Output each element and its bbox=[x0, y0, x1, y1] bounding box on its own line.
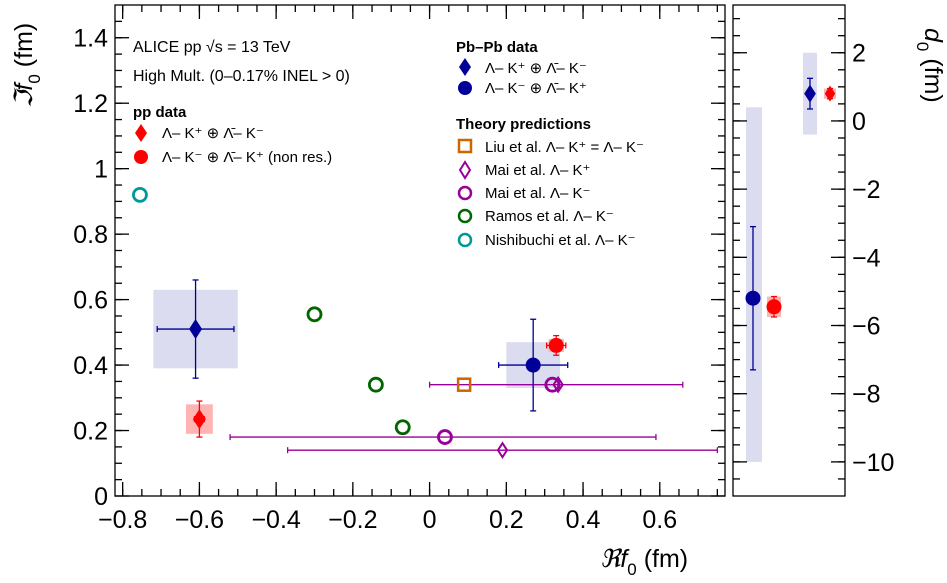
y-axis-title-sub: 0 bbox=[25, 74, 44, 83]
orange-square-icon bbox=[457, 138, 473, 154]
right-pp-kminus-marker bbox=[766, 299, 782, 315]
right-pbpb-kplus-marker bbox=[804, 84, 816, 103]
liu-point-marker bbox=[456, 377, 472, 392]
legend-pp-item-1-label: Λ– K⁺ ⊕ Λ̄– K⁻ bbox=[162, 125, 264, 142]
mai-kplus-point-marker bbox=[552, 375, 564, 394]
red-diamond-icon bbox=[135, 124, 147, 142]
right-pbpb-kminus-marker bbox=[745, 290, 761, 306]
right-y-tick-label: −2 bbox=[852, 176, 881, 204]
x-tick-label: −0.8 bbox=[98, 506, 147, 534]
legend-theory-item-3: Mai et al. Λ– K⁻ bbox=[457, 185, 590, 202]
navy-circle-icon bbox=[458, 81, 472, 95]
pbpb-kminus-point-marker bbox=[525, 357, 541, 373]
x-axis-title-sub: 0 bbox=[627, 560, 636, 579]
right-y-tick-label: 2 bbox=[852, 40, 866, 68]
y-tick-label: 0.8 bbox=[73, 221, 108, 249]
x-axis-title-unit: (fm) bbox=[637, 545, 688, 573]
legend-pp-item-2: Λ– K⁻ ⊕ Λ̄– K⁺ (non res.) bbox=[134, 149, 332, 166]
right-y-tick-label: −8 bbox=[852, 381, 881, 409]
header-line-2: High Mult. (0–0.17% INEL > 0) bbox=[133, 68, 350, 85]
mai-kplus-point-marker bbox=[496, 441, 509, 460]
legend-pp-item-2-label: Λ– K⁻ ⊕ Λ̄– K⁺ (non res.) bbox=[162, 149, 332, 166]
x-axis-title-main: ℜf bbox=[600, 545, 630, 573]
purple-circle-icon bbox=[457, 185, 473, 201]
x-tick-label: 0.6 bbox=[642, 506, 677, 534]
legend-pbpb-item-1-label: Λ– K⁺ ⊕ Λ̄– K⁻ bbox=[485, 60, 587, 77]
y-tick-label: 1.4 bbox=[73, 25, 108, 53]
red-circle-icon bbox=[134, 150, 148, 164]
purple-diamond-icon bbox=[458, 160, 472, 180]
mai-kminus-point-marker bbox=[437, 429, 453, 445]
y-tick-label: 0.4 bbox=[73, 352, 108, 380]
right-y-tick-label: 0 bbox=[852, 108, 866, 136]
legend-theory-item-4: Ramos et al. Λ– K⁻ bbox=[457, 208, 614, 225]
legend-theory-item-1: Liu et al. Λ– K⁺ = Λ– K⁻ bbox=[457, 138, 644, 156]
navy-diamond-icon bbox=[459, 58, 471, 76]
legend-theory-item-2-label: Mai et al. Λ– K⁺ bbox=[485, 162, 590, 179]
right-axis-title-unit: (fm) bbox=[919, 51, 947, 102]
ramos-point-marker bbox=[306, 306, 323, 323]
header-line-1: ALICE pp √s = 13 TeV bbox=[133, 39, 291, 56]
y-axis-title: ℑf0 (fm) bbox=[10, 23, 44, 108]
green-circle-icon bbox=[457, 208, 473, 224]
right-y-tick-label: −6 bbox=[852, 313, 881, 341]
pp-kplus-point-marker bbox=[192, 409, 206, 430]
legend-pbpb-item-1: Λ– K⁺ ⊕ Λ̄– K⁻ bbox=[459, 58, 587, 77]
legend-pp-header: pp data bbox=[133, 104, 187, 121]
x-tick-label: 0.2 bbox=[489, 506, 524, 534]
legend-pbpb-header: Pb–Pb data bbox=[456, 39, 538, 56]
x-tick-label: −0.2 bbox=[328, 506, 377, 534]
right-plot-frame bbox=[732, 4, 846, 497]
legend-theory-item-4-label: Ramos et al. Λ– K⁻ bbox=[485, 208, 614, 225]
ramos-point-marker bbox=[394, 419, 411, 436]
right-axis-title-main: d bbox=[919, 28, 947, 43]
x-axis-title: ℜf0 (fm) bbox=[600, 545, 688, 579]
y-tick-label: 0.2 bbox=[73, 418, 108, 446]
pbpb-kplus-point-marker bbox=[189, 319, 203, 340]
legend-pp-item-1: Λ– K⁺ ⊕ Λ̄– K⁻ bbox=[135, 124, 264, 142]
legend-theory-item-2: Mai et al. Λ– K⁺ bbox=[458, 160, 590, 180]
right-pp-kplus-marker bbox=[824, 85, 836, 102]
y-axis-title-unit: (fm) bbox=[10, 23, 38, 74]
teal-circle-icon bbox=[457, 232, 473, 248]
legend-theory-item-5-label: Nishibuchi et al. Λ– K⁻ bbox=[485, 232, 636, 249]
pp-kminus-point-marker bbox=[548, 337, 564, 353]
x-tick-label: 0 bbox=[423, 506, 437, 534]
legend-theory-item-5: Nishibuchi et al. Λ– K⁻ bbox=[457, 232, 636, 249]
right-axis-title-sub: 0 bbox=[913, 42, 932, 51]
y-tick-label: 0.6 bbox=[73, 287, 108, 315]
y-tick-label: 0 bbox=[94, 483, 108, 511]
right-axis-title: d0 (fm) bbox=[913, 28, 947, 103]
nishibuchi-point-marker bbox=[132, 186, 148, 203]
right-y-tick-label: −10 bbox=[852, 449, 894, 477]
legend-pbpb-item-2-label: Λ– K⁻ ⊕ Λ̄– K⁺ bbox=[485, 80, 587, 97]
legend-theory-header: Theory predictions bbox=[456, 116, 591, 133]
y-tick-label: 1.2 bbox=[73, 90, 108, 118]
legend-theory-item-3-label: Mai et al. Λ– K⁻ bbox=[485, 185, 590, 202]
legend-theory-item-1-label: Liu et al. Λ– K⁺ = Λ– K⁻ bbox=[485, 139, 644, 156]
x-tick-label: −0.4 bbox=[251, 506, 300, 534]
ramos-point-marker bbox=[367, 376, 384, 393]
right-y-tick-label: −4 bbox=[852, 244, 881, 272]
y-tick-label: 1 bbox=[94, 156, 108, 184]
right-pbpb-kminus-systematic-band bbox=[746, 107, 762, 462]
x-tick-label: 0.4 bbox=[566, 506, 601, 534]
x-tick-label: −0.6 bbox=[175, 506, 224, 534]
legend-pbpb-item-2: Λ– K⁻ ⊕ Λ̄– K⁺ bbox=[458, 80, 587, 97]
mai-kminus-point-marker bbox=[544, 376, 561, 393]
y-axis-title-main: ℑf bbox=[10, 81, 38, 108]
